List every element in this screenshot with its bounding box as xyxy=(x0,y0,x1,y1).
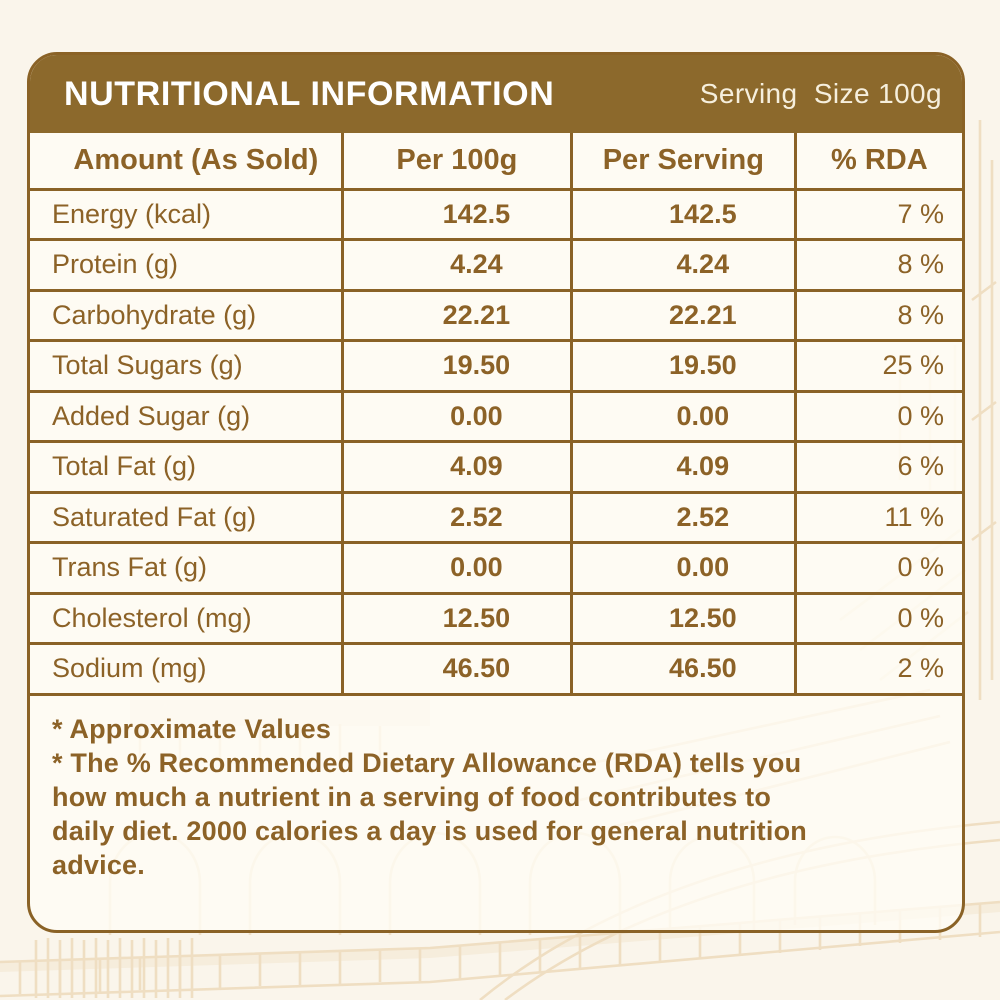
per-serving-value: 142.5 xyxy=(569,187,797,241)
rda-percent-value: 2 % xyxy=(793,642,962,696)
nutrient-label: Trans Fat (g) xyxy=(30,541,344,595)
per-100g-value: 46.50 xyxy=(340,642,573,696)
footnote-approximate-values: * Approximate Values xyxy=(52,713,332,744)
rda-percent-value: 0 % xyxy=(793,541,962,595)
per-100g-value: 12.50 xyxy=(340,591,573,645)
per-serving-value: 12.50 xyxy=(569,591,797,645)
rda-percent-value: 8 % xyxy=(793,238,962,292)
rda-percent-value: 7 % xyxy=(793,187,962,241)
nutrient-label: Protein (g) xyxy=(30,238,344,292)
per-serving-value: 0.00 xyxy=(569,389,797,443)
footnote-rda-line-2: how much a nutrient in a serving of food… xyxy=(52,781,772,812)
nutrient-label: Cholesterol (mg) xyxy=(30,591,344,645)
footnote-rda-line-1: * The % Recommended Dietary Allowance (R… xyxy=(52,747,802,778)
per-100g-value: 142.5 xyxy=(340,187,573,241)
per-100g-value: 0.00 xyxy=(340,541,573,595)
column-header-per-serving: Per Serving xyxy=(569,133,797,191)
per-serving-value: 0.00 xyxy=(569,541,797,595)
nutrient-row: Cholesterol (mg) 12.50 12.50 0 % xyxy=(30,591,962,645)
nutrient-row: Total Sugars (g) 19.50 19.50 25 % xyxy=(30,339,962,393)
nutrient-label: Added Sugar (g) xyxy=(30,389,344,443)
footnote-rda-line-3: daily diet. 2000 calories a day is used … xyxy=(52,815,807,846)
per-100g-value: 0.00 xyxy=(340,389,573,443)
nutrient-row: Protein (g) 4.24 4.24 8 % xyxy=(30,238,962,292)
nutrient-label: Sodium (mg) xyxy=(30,642,344,696)
footnotes: * Approximate Values * The % Recommended… xyxy=(30,696,962,882)
nutrient-label: Energy (kcal) xyxy=(30,187,344,241)
rda-percent-value: 25 % xyxy=(793,339,962,393)
nutrient-row: Trans Fat (g) 0.00 0.00 0 % xyxy=(30,541,962,595)
nutrient-label: Carbohydrate (g) xyxy=(30,288,344,342)
per-serving-value: 4.24 xyxy=(569,238,797,292)
rda-percent-value: 8 % xyxy=(793,288,962,342)
rda-percent-value: 0 % xyxy=(793,389,962,443)
nutrient-label: Total Fat (g) xyxy=(30,440,344,494)
column-header-rda: % RDA xyxy=(793,133,962,191)
per-serving-value: 46.50 xyxy=(569,642,797,696)
serving-size-text: Serving Size 100g xyxy=(699,78,942,109)
per-serving-value: 22.21 xyxy=(569,288,797,342)
nutrient-row: Saturated Fat (g) 2.52 2.52 11 % xyxy=(30,490,962,544)
per-serving-value: 4.09 xyxy=(569,440,797,494)
column-header-amount: Amount (As Sold) xyxy=(30,133,344,191)
rda-percent-value: 6 % xyxy=(793,440,962,494)
per-100g-value: 22.21 xyxy=(340,288,573,342)
nutrient-row: Sodium (mg) 46.50 46.50 2 % xyxy=(30,642,962,696)
per-serving-value: 19.50 xyxy=(569,339,797,393)
nutrition-table-body: Energy (kcal) 142.5 142.5 7 % Protein (g… xyxy=(30,187,962,696)
per-100g-value: 2.52 xyxy=(340,490,573,544)
nutrient-row: Total Fat (g) 4.09 4.09 6 % xyxy=(30,440,962,494)
nutrient-row: Carbohydrate (g) 22.21 22.21 8 % xyxy=(30,288,962,342)
nutrition-table: Amount (As Sold) Per 100g Per Serving % … xyxy=(30,133,962,696)
nutrient-row: Energy (kcal) 142.5 142.5 7 % xyxy=(30,187,962,241)
rda-percent-value: 11 % xyxy=(793,490,962,544)
table-header-row: Amount (As Sold) Per 100g Per Serving % … xyxy=(30,133,962,191)
nutrition-label-card: NUTRITIONAL INFORMATION Serving Size 100… xyxy=(27,52,965,933)
per-100g-value: 4.24 xyxy=(340,238,573,292)
nutrient-label: Total Sugars (g) xyxy=(30,339,344,393)
per-serving-value: 2.52 xyxy=(569,490,797,544)
column-header-per-100g: Per 100g xyxy=(340,133,573,191)
label-title: NUTRITIONAL INFORMATION xyxy=(64,74,555,113)
label-header: NUTRITIONAL INFORMATION Serving Size 100… xyxy=(30,55,962,133)
nutrient-row: Added Sugar (g) 0.00 0.00 0 % xyxy=(30,389,962,443)
footnote-rda-line-4: advice. xyxy=(52,849,145,880)
per-100g-value: 4.09 xyxy=(340,440,573,494)
nutrient-label: Saturated Fat (g) xyxy=(30,490,344,544)
per-100g-value: 19.50 xyxy=(340,339,573,393)
rda-percent-value: 0 % xyxy=(793,591,962,645)
